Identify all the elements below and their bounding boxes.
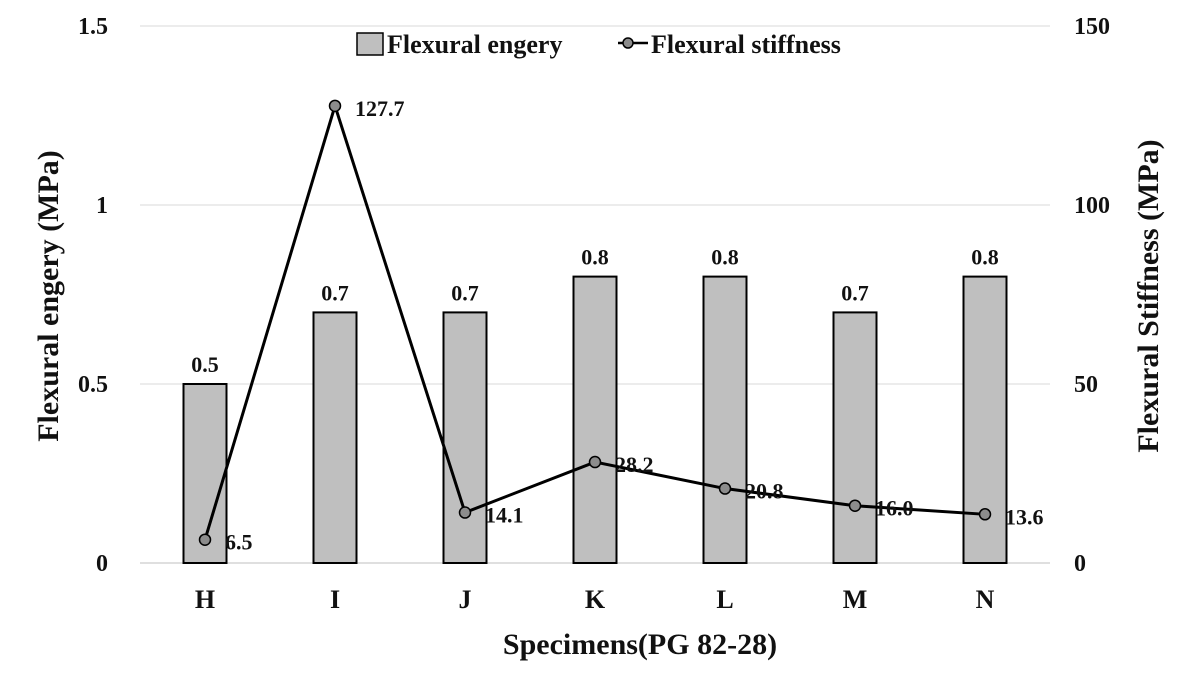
x-tick-label: I xyxy=(330,585,340,614)
y-left-tick-label: 1 xyxy=(96,193,108,219)
data-labels: 0.5 0.7 0.7 0.8 0.8 0.7 0.8 6.5 127.7 14.1 28.2 20.… xyxy=(191,96,1043,555)
y-left-tick-label: 1.5 xyxy=(78,14,108,40)
line-point xyxy=(198,533,212,546)
line-point xyxy=(588,455,602,469)
bar-data-label: 0.7 xyxy=(321,280,349,305)
x-tick-label: M xyxy=(843,585,868,614)
y-right-tick-label: 100 xyxy=(1074,193,1110,219)
bar-data-label: 0.8 xyxy=(971,245,999,270)
bar-data-label: 0.7 xyxy=(841,280,869,305)
line-point xyxy=(718,482,732,495)
line-data-label: 14.1 xyxy=(485,503,524,528)
line-data-label: 16.0 xyxy=(875,496,914,521)
line-point xyxy=(328,99,342,113)
legend-bar-swatch xyxy=(356,32,384,56)
bar xyxy=(962,275,1008,564)
legend-line-marker xyxy=(622,37,634,49)
y-left-tick-label: 0 xyxy=(96,551,108,577)
y-right-tick-label: 150 xyxy=(1074,14,1110,40)
line-point xyxy=(978,508,992,521)
bar xyxy=(572,275,618,564)
legend-bar-label: Flexural engery xyxy=(387,30,562,59)
y-left-tick-label: 0.5 xyxy=(78,372,108,398)
axis-ticks: 0 0.5 1 1.5 0 50 100 150 H I J K L M N xyxy=(78,14,1110,614)
line-series xyxy=(198,99,992,546)
y-right-tick-label: 0 xyxy=(1074,551,1086,577)
line-point xyxy=(848,499,862,512)
x-axis-title: Specimens(PG 82-28) xyxy=(503,628,777,661)
bar xyxy=(832,311,878,564)
x-tick-label: J xyxy=(459,585,472,614)
x-tick-label: N xyxy=(976,585,995,614)
x-tick-label: L xyxy=(716,585,733,614)
legend-line-label: Flexural stiffness xyxy=(651,30,841,59)
y-axis-right-title: Flexural Stiffness (MPa) xyxy=(1132,139,1165,452)
y-axis-left-title: Flexural engery (MPa) xyxy=(32,150,65,442)
x-tick-label: K xyxy=(585,585,606,614)
line-point xyxy=(458,506,472,519)
bar-data-label: 0.7 xyxy=(451,280,479,305)
x-tick-label: H xyxy=(195,585,215,614)
bar-data-label: 0.8 xyxy=(581,245,609,270)
line-data-label: 13.6 xyxy=(1005,504,1044,529)
bar xyxy=(182,383,228,564)
bar-data-label: 0.5 xyxy=(191,352,219,377)
y-right-tick-label: 50 xyxy=(1074,372,1098,398)
line-data-label: 127.7 xyxy=(355,96,405,121)
bar xyxy=(702,275,748,564)
bar-data-label: 0.8 xyxy=(711,245,739,270)
line-data-label: 6.5 xyxy=(225,530,253,555)
legend: Flexural engery Flexural stiffness xyxy=(356,30,841,59)
bar xyxy=(312,311,358,564)
bar xyxy=(442,311,488,564)
bar-series xyxy=(182,275,1008,564)
line-data-label: 20.8 xyxy=(745,479,784,504)
line-data-label: 28.2 xyxy=(615,452,654,477)
